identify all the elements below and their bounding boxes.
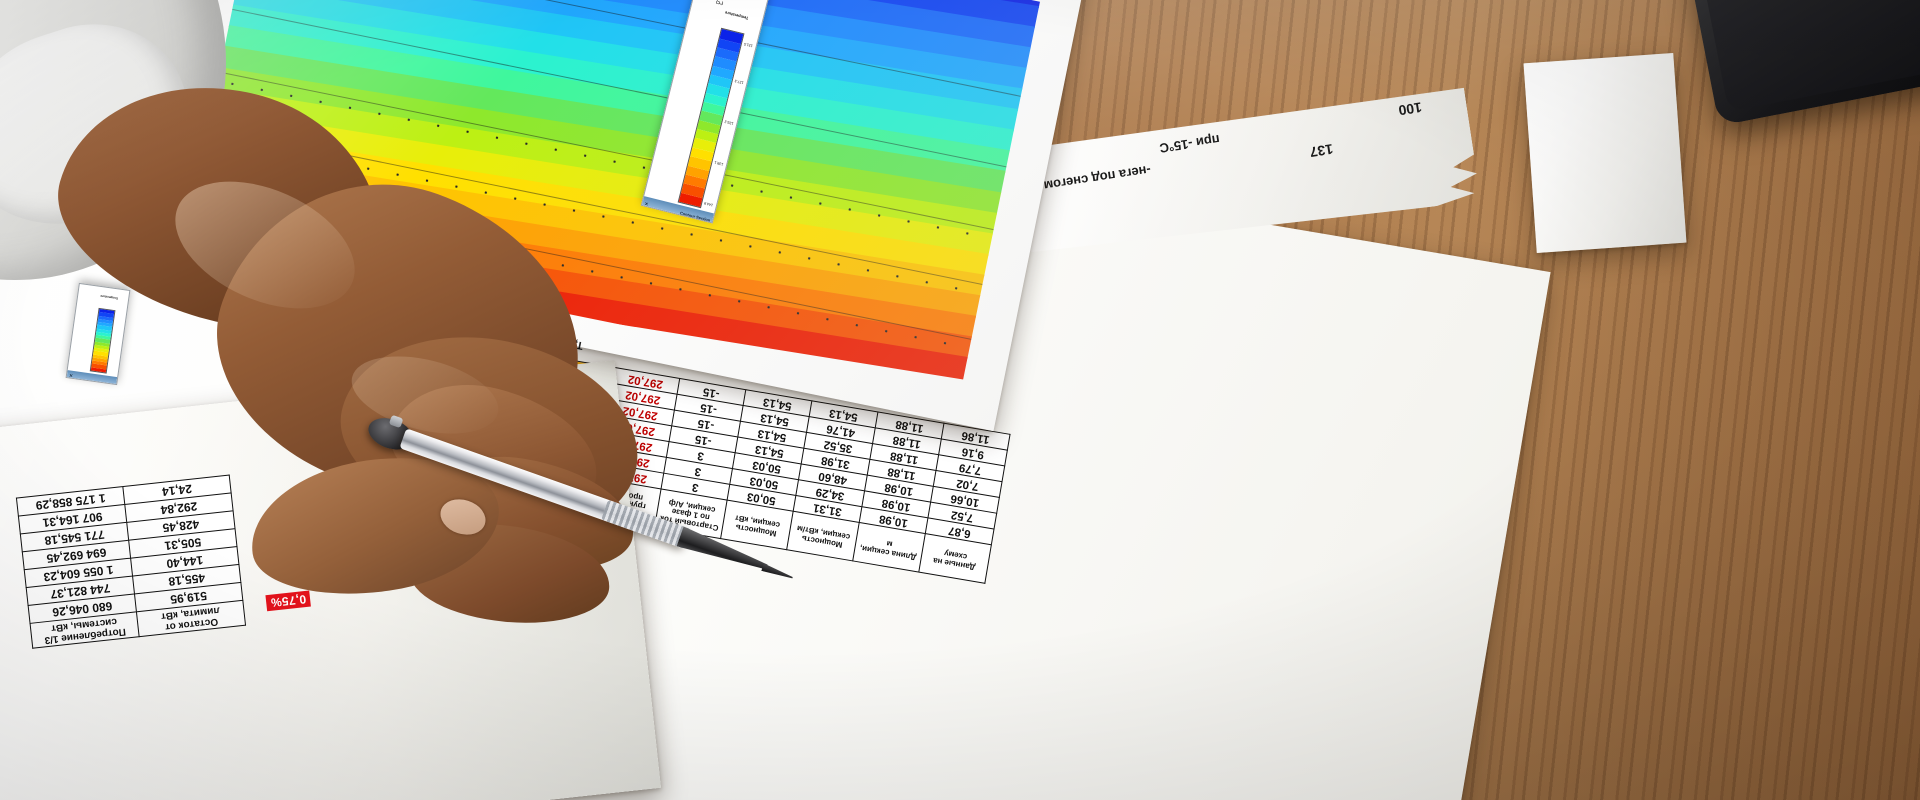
note-value-right: 100 (1397, 99, 1423, 119)
background-paper-sheet (1523, 52, 1687, 254)
pen-tip (761, 563, 794, 581)
note-line2: при -15°C (1158, 131, 1221, 156)
hand-and-arm (0, 0, 820, 700)
note-value-left: 137 (1308, 141, 1335, 161)
note-line1: -нега под снегом (1042, 162, 1152, 194)
